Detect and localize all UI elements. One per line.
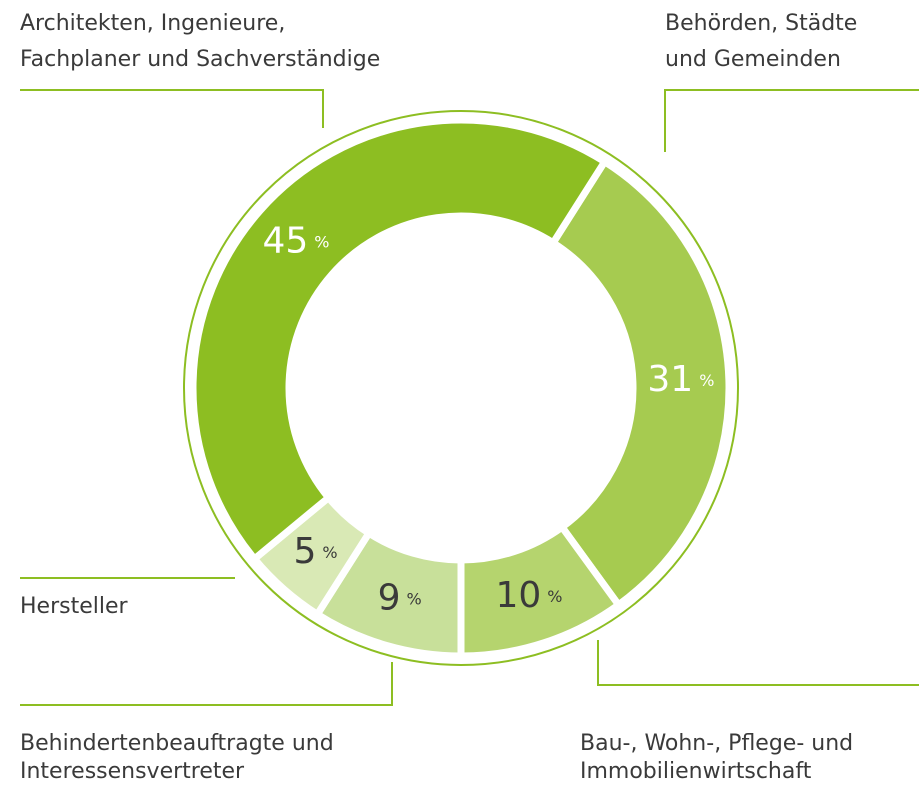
category-label: Behindertenbeauftragte und — [20, 731, 334, 756]
value-number: 31 — [647, 359, 693, 400]
value-number: 45 — [262, 221, 308, 262]
leader-line — [597, 640, 919, 686]
leader-line — [664, 89, 919, 152]
value-number: 9 — [378, 577, 401, 618]
segment — [189, 116, 610, 564]
value-unit: % — [547, 587, 562, 606]
segments — [189, 116, 733, 660]
outer-ring — [183, 110, 739, 666]
category-label: Hersteller — [20, 594, 129, 619]
value-label: 9% — [378, 577, 422, 618]
category-label: Immobilienwirtschaft — [580, 759, 812, 784]
leader-line — [20, 662, 393, 706]
value-label: 10% — [495, 575, 562, 616]
leader-line — [20, 89, 324, 128]
category-label: Interessensvertreter — [20, 759, 245, 784]
value-label: 31% — [647, 359, 714, 400]
category-label: Behörden, Städte — [665, 11, 857, 36]
category-label: und Gemeinden — [665, 47, 841, 72]
segment — [548, 156, 733, 610]
value-unit: % — [314, 232, 329, 251]
value-label: 45% — [262, 221, 329, 262]
value-label: 5% — [293, 531, 337, 572]
value-unit: % — [699, 371, 714, 390]
value-unit: % — [322, 543, 337, 562]
value-unit: % — [406, 589, 421, 608]
category-label: Bau-, Wohn-, Pflege- und — [580, 731, 853, 756]
value-number: 10 — [495, 575, 541, 616]
value-number: 5 — [293, 531, 316, 572]
category-label: Architekten, Ingenieure, — [20, 11, 285, 36]
category-label: Fachplaner und Sachverständige — [20, 47, 380, 72]
